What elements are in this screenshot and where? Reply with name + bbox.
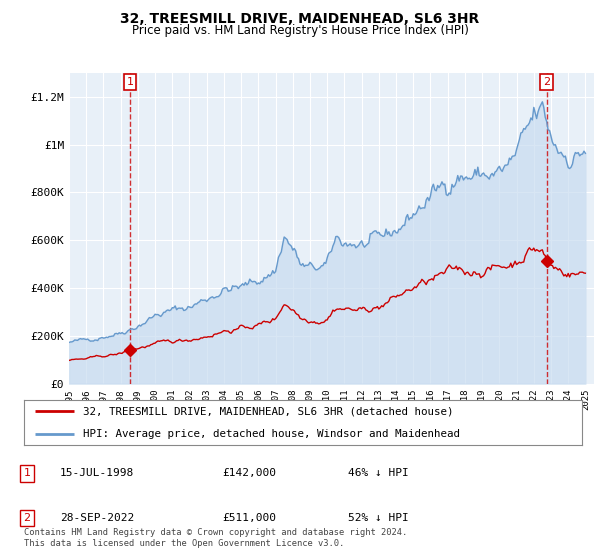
Text: Price paid vs. HM Land Registry's House Price Index (HPI): Price paid vs. HM Land Registry's House … bbox=[131, 24, 469, 37]
Text: £511,000: £511,000 bbox=[222, 513, 276, 523]
Text: 15-JUL-1998: 15-JUL-1998 bbox=[60, 468, 134, 478]
Text: HPI: Average price, detached house, Windsor and Maidenhead: HPI: Average price, detached house, Wind… bbox=[83, 428, 460, 438]
Text: 52% ↓ HPI: 52% ↓ HPI bbox=[348, 513, 409, 523]
Text: 2: 2 bbox=[543, 77, 550, 87]
Text: Contains HM Land Registry data © Crown copyright and database right 2024.
This d: Contains HM Land Registry data © Crown c… bbox=[24, 528, 407, 548]
Text: £142,000: £142,000 bbox=[222, 468, 276, 478]
Text: 1: 1 bbox=[127, 77, 133, 87]
Text: 1: 1 bbox=[23, 468, 31, 478]
Text: 28-SEP-2022: 28-SEP-2022 bbox=[60, 513, 134, 523]
Text: 32, TREESMILL DRIVE, MAIDENHEAD, SL6 3HR (detached house): 32, TREESMILL DRIVE, MAIDENHEAD, SL6 3HR… bbox=[83, 406, 453, 416]
Text: 2: 2 bbox=[23, 513, 31, 523]
Text: 46% ↓ HPI: 46% ↓ HPI bbox=[348, 468, 409, 478]
Text: 32, TREESMILL DRIVE, MAIDENHEAD, SL6 3HR: 32, TREESMILL DRIVE, MAIDENHEAD, SL6 3HR bbox=[121, 12, 479, 26]
